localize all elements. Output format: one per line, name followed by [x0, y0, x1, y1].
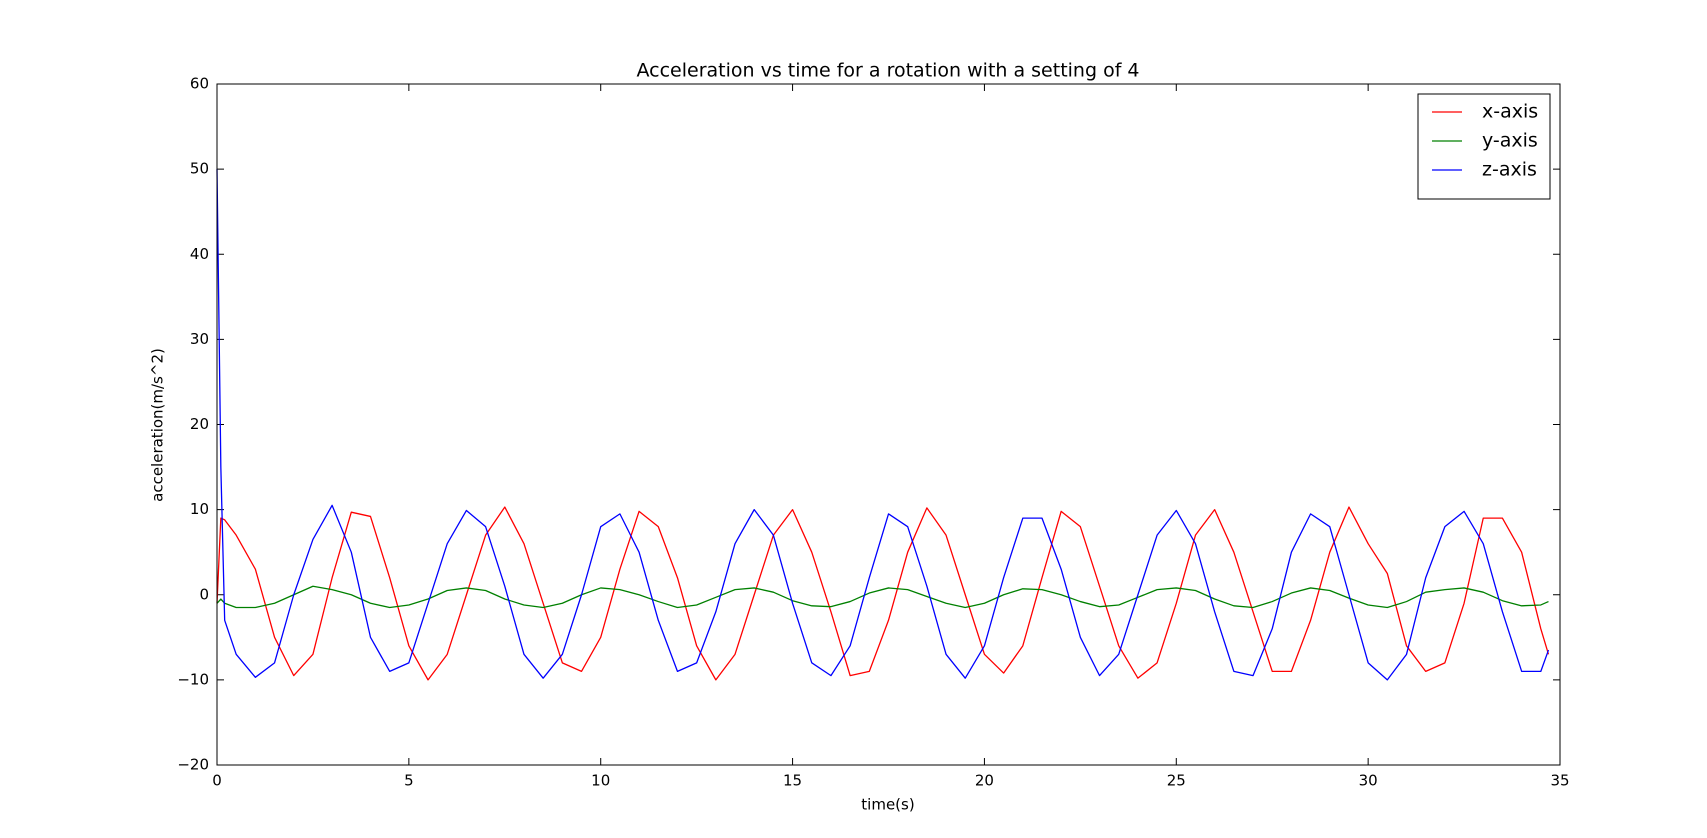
x-tick-label: 30 [1359, 772, 1378, 790]
series-line [216, 585, 1549, 609]
series-line [216, 506, 1550, 681]
y-tick-label: 60 [190, 75, 209, 93]
x-tick-label: 10 [591, 772, 610, 790]
x-axis-label: time(s) [861, 796, 914, 814]
y-tick-label: 40 [190, 245, 209, 263]
y-tick-label: −20 [177, 756, 209, 774]
y-tick-label: 30 [190, 330, 209, 348]
series-line [216, 169, 1550, 681]
x-tick-label: 35 [1550, 772, 1569, 790]
x-tick-label: 0 [212, 772, 222, 790]
legend-label: z-axis [1482, 159, 1537, 181]
plot-frame [216, 83, 1561, 766]
x-tick-label: 20 [975, 772, 994, 790]
y-tick-label: 20 [190, 415, 209, 433]
legend-label: y-axis [1482, 130, 1538, 152]
y-tick-label: 50 [190, 160, 209, 178]
x-tick-label: 5 [404, 772, 414, 790]
y-tick-label: −10 [177, 670, 209, 688]
y-tick-label: 0 [199, 585, 209, 603]
legend-label: x-axis [1482, 101, 1538, 123]
y-tick-label: 10 [190, 500, 209, 518]
chart-title: Acceleration vs time for a rotation with… [636, 60, 1139, 82]
x-tick-label: 25 [1167, 772, 1186, 790]
x-tick-label: 15 [783, 772, 802, 790]
y-axis-label: acceleration(m/s^2) [149, 348, 167, 502]
